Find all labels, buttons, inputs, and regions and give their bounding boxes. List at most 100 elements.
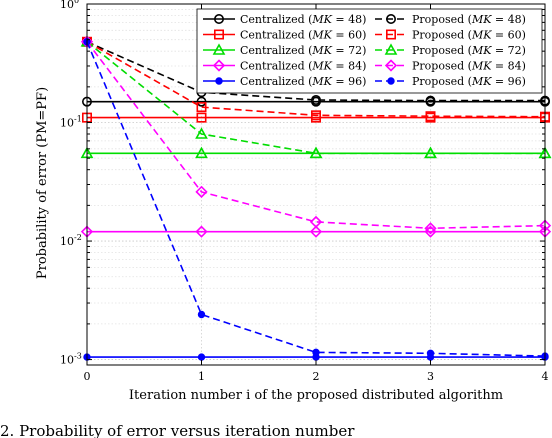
marker-triangle [195,146,208,159]
y-tick-label: 10-3 [60,352,82,367]
legend-label-variable: MK [311,75,332,88]
marker-dot [387,77,395,85]
legend-label-prefix: Centralized ( [240,13,312,26]
marker-dot [197,310,206,319]
legend-label-prefix: Proposed ( [412,29,472,42]
marker-square [310,110,321,121]
legend-label-prefix: Centralized ( [240,29,312,42]
legend-label-prefix: Proposed ( [412,75,472,88]
marker-diamond [309,215,323,229]
marker-triangle [384,43,398,55]
legend: Centralized (MK = 48)Centralized (MK = 6… [196,8,543,94]
series-line [86,41,546,230]
legend-label: Proposed (MK = 60) [412,29,526,42]
legend-entry: Centralized (MK = 60) [203,29,366,42]
legend-entry: Proposed (MK = 96) [375,75,526,88]
legend-label-prefix: Proposed ( [412,44,472,57]
legend-label-variable: MK [471,29,492,42]
x-tick-label: 2 [313,370,320,383]
x-tick-label: 3 [427,370,434,383]
legend-label-suffix: = 84) [332,60,367,73]
marker-circle [425,95,436,106]
y-tick-base: 10 [60,354,74,367]
marker-diamond [195,225,208,238]
legend-label-suffix: = 96) [332,75,367,88]
y-tick-label: 10-2 [60,233,82,248]
marker-square [196,102,207,113]
legend-label: Centralized (MK = 60) [240,29,366,42]
marker-triangle [212,43,226,55]
y-tick-base: 10 [60,117,74,130]
x-axis-label: Iteration number i of the proposed distr… [129,388,503,403]
marker-circle [310,94,321,105]
legend-label-suffix: = 48) [491,13,526,26]
x-tick-label: 4 [542,370,549,383]
y-tick-exponent: 0 [74,0,79,5]
marker-diamond [424,222,437,235]
legend-entry: Proposed (MK = 60) [375,29,526,42]
legend-label-prefix: Centralized ( [240,75,312,88]
legend-label: Centralized (MK = 84) [240,60,366,73]
legend-label-suffix: = 72) [491,44,526,57]
marker-dot [215,77,223,85]
legend-label: Proposed (MK = 72) [412,44,526,57]
legend-label-variable: MK [311,29,332,42]
y-tick-label: 100 [60,0,79,11]
marker-square [196,112,207,123]
x-tick-label: 1 [198,370,205,383]
marker-dot [426,349,435,357]
marker-dot [197,353,206,361]
legend-label-suffix: = 60) [491,29,526,42]
marker-triangle [195,127,208,139]
series-line [86,41,545,102]
legend-label: Proposed (MK = 48) [412,13,526,26]
marker-diamond [309,225,323,238]
legend-entry: Centralized (MK = 84) [203,59,366,73]
marker-circle [385,14,396,24]
legend-label-prefix: Proposed ( [412,60,472,73]
legend-label-variable: MK [311,60,332,73]
marker-dot [312,348,320,357]
legend-label-variable: MK [471,44,492,57]
legend-entry: Proposed (MK = 48) [375,13,526,26]
legend-label-variable: MK [471,75,492,88]
legend-label: Centralized (MK = 72) [240,44,366,57]
legend-label-variable: MK [471,60,492,73]
figure-caption: 2. Probability of error versus iteration… [0,422,355,438]
legend-label-suffix: = 96) [491,75,526,88]
marker-diamond [384,59,398,72]
legend-label-suffix: = 84) [491,60,526,73]
marker-triangle [309,146,323,159]
legend-entry: Proposed (MK = 72) [375,43,526,57]
marker-square [214,29,225,40]
y-tick-label: 10-1 [60,115,82,130]
legend-label: Centralized (MK = 96) [240,75,366,88]
marker-square [425,111,436,122]
y-tick-base: 10 [60,235,74,248]
y-tick-exponent: -3 [74,352,82,361]
marker-diamond [195,185,208,198]
legend-label-variable: MK [471,13,492,26]
legend-label: Proposed (MK = 84) [412,60,526,73]
marker-triangle [424,146,437,159]
y-tick-exponent: -2 [74,233,82,242]
y-tick-exponent: -1 [74,115,82,124]
legend-label-variable: MK [311,44,332,57]
legend-label-prefix: Centralized ( [240,60,312,73]
y-tick-base: 10 [60,0,74,11]
y-axis-label: Probability of error (PM=PF) [35,87,50,279]
legend-entry: Proposed (MK = 84) [375,59,526,73]
marker-square [385,29,396,40]
legend-label-suffix: = 72) [332,44,367,57]
marker-diamond [212,59,226,72]
legend-box [196,8,543,94]
legend-label-variable: MK [311,13,332,26]
legend-label: Centralized (MK = 48) [240,13,366,26]
legend-entry: Centralized (MK = 48) [203,13,366,26]
legend-label-suffix: = 60) [332,29,367,42]
legend-label-prefix: Proposed ( [412,13,472,26]
legend-label-suffix: = 48) [332,13,367,26]
marker-circle [214,14,225,24]
